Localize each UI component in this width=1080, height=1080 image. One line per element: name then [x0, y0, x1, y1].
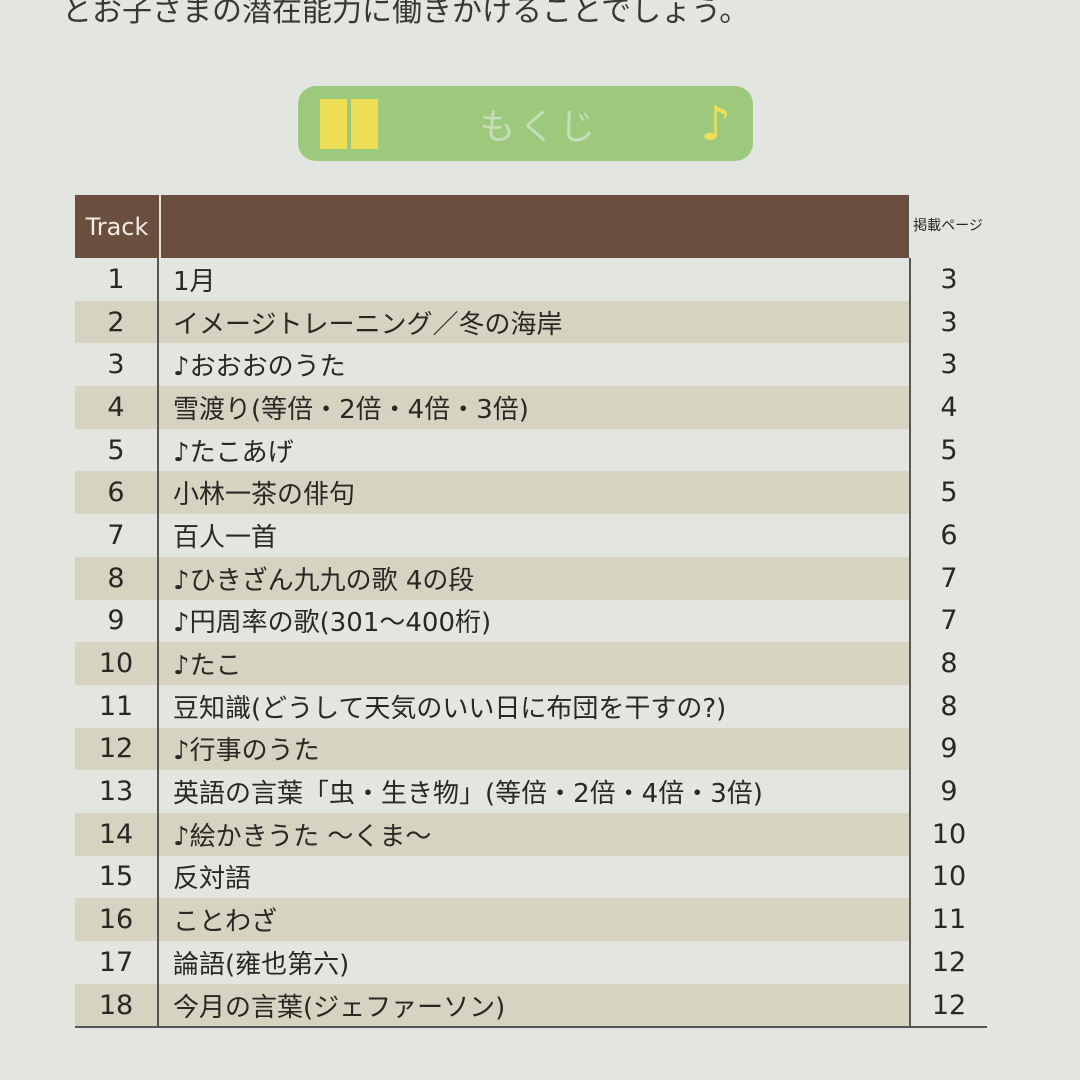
toc-title: もくじ: [479, 106, 600, 148]
cell-track: 12: [75, 727, 159, 771]
cell-title: 豆知識(どうして天気のいい日に布団を干すの?): [173, 693, 727, 724]
cell-track: 16: [75, 898, 159, 941]
cell-track: 10: [75, 642, 159, 685]
cell-title: ♪円周率の歌(301～400桁): [173, 608, 492, 639]
cell-title: 論語(雍也第六): [173, 949, 350, 980]
cell-track: 13: [75, 770, 159, 813]
cell-track: 2: [75, 300, 159, 344]
table-bottom-rule: [75, 1026, 987, 1029]
cell-title: 1月: [173, 266, 216, 297]
cell-page: 3: [909, 300, 987, 344]
cell-page: 9: [909, 727, 987, 771]
cell-page: 5: [909, 428, 987, 472]
cell-track: 6: [75, 471, 159, 515]
cell-title: ♪たこ: [173, 651, 242, 682]
cell-title: 今月の言葉(ジェファーソン): [173, 992, 506, 1023]
cell-track: 14: [75, 812, 159, 856]
header-page: 掲載ページ: [907, 195, 987, 258]
cell-page: 3: [909, 258, 987, 301]
table-row: 1 1月 3: [75, 258, 987, 301]
cell-title: 雪渡り(等倍・2倍・4倍・3倍): [173, 394, 529, 425]
table-row: 13 英語の言葉「虫・生き物」(等倍・2倍・4倍・3倍) 9: [75, 770, 987, 813]
cell-title: ♪たこあげ: [173, 437, 294, 468]
cell-track: 17: [75, 941, 159, 984]
table-row: 18 今月の言葉(ジェファーソン) 12: [75, 983, 987, 1027]
music-note-icon: ♪: [700, 95, 731, 152]
table-row: 17 論語(雍也第六) 12: [75, 941, 987, 984]
table-header: Track 掲載ページ: [75, 195, 987, 258]
cell-title: 百人一首: [173, 522, 278, 553]
cell-page: 10: [909, 812, 987, 856]
toc-table: Track 掲載ページ 1 1月 3 2 イメージトレーニング／冬の海岸 3 3 ♪おおおのう…: [75, 195, 987, 1029]
book-icon: [320, 98, 378, 149]
cell-track: 18: [75, 983, 159, 1027]
table-row: 9 ♪円周率の歌(301～400桁) 7: [75, 599, 987, 643]
cell-title: イメージトレーニング／冬の海岸: [173, 309, 563, 340]
cell-title: ことわざ: [173, 907, 278, 938]
cell-title: 小林一茶の俳句: [173, 480, 356, 511]
cell-page: 9: [909, 770, 987, 813]
cell-track: 11: [75, 684, 159, 728]
cell-track: 3: [75, 343, 159, 387]
cell-track: 9: [75, 599, 159, 643]
cell-title: 英語の言葉「虫・生き物」(等倍・2倍・4倍・3倍): [173, 779, 763, 810]
table-row: 16 ことわざ 11: [75, 898, 987, 941]
cell-track: 15: [75, 855, 159, 899]
table-row: 6 小林一茶の俳句 5: [75, 471, 987, 515]
table-row: 15 反対語 10: [75, 855, 987, 899]
cell-page: 8: [909, 642, 987, 685]
cell-page: 4: [909, 386, 987, 429]
table-row: 8 ♪ひきざん九九の歌 4の段 7: [75, 556, 987, 600]
table-row: 5 ♪たこあげ 5: [75, 428, 987, 472]
cell-track: 1: [75, 258, 159, 301]
intro-text: とお子さまの潜在能力に働きかけることでしょう。: [62, 0, 750, 29]
table-row: 2 イメージトレーニング／冬の海岸 3: [75, 300, 987, 344]
table-row: 3 ♪おおおのうた 3: [75, 343, 987, 387]
cell-page: 12: [909, 983, 987, 1027]
table-row: 10 ♪たこ 8: [75, 642, 987, 685]
table-row: 11 豆知識(どうして天気のいい日に布団を干すの?) 8: [75, 684, 987, 728]
cell-page: 5: [909, 471, 987, 515]
table-row: 4 雪渡り(等倍・2倍・4倍・3倍) 4: [75, 386, 987, 429]
table-row: 12 ♪行事のうた 9: [75, 727, 987, 771]
cell-page: 11: [909, 898, 987, 941]
cell-page: 7: [909, 599, 987, 643]
table-row: 14 ♪絵かきうた ～くま～ 10: [75, 812, 987, 856]
header-title: [161, 195, 907, 258]
cell-page: 12: [909, 941, 987, 984]
cell-page: 10: [909, 855, 987, 899]
cell-title: 反対語: [173, 864, 252, 895]
cell-title: ♪行事のうた: [173, 736, 320, 767]
cell-page: 8: [909, 684, 987, 728]
table-row: 7 百人一首 6: [75, 514, 987, 557]
cell-title: ♪ひきざん九九の歌 4の段: [173, 565, 475, 596]
cell-title: ♪おおおのうた: [173, 352, 346, 383]
cell-track: 4: [75, 386, 159, 429]
cell-title: ♪絵かきうた ～くま～: [173, 821, 432, 852]
header-track: Track: [75, 195, 161, 258]
cell-track: 7: [75, 514, 159, 557]
cell-page: 6: [909, 514, 987, 557]
cell-track: 8: [75, 556, 159, 600]
cell-page: 7: [909, 556, 987, 600]
cell-page: 3: [909, 343, 987, 387]
cell-track: 5: [75, 428, 159, 472]
toc-banner: もくじ ♪: [298, 86, 753, 161]
